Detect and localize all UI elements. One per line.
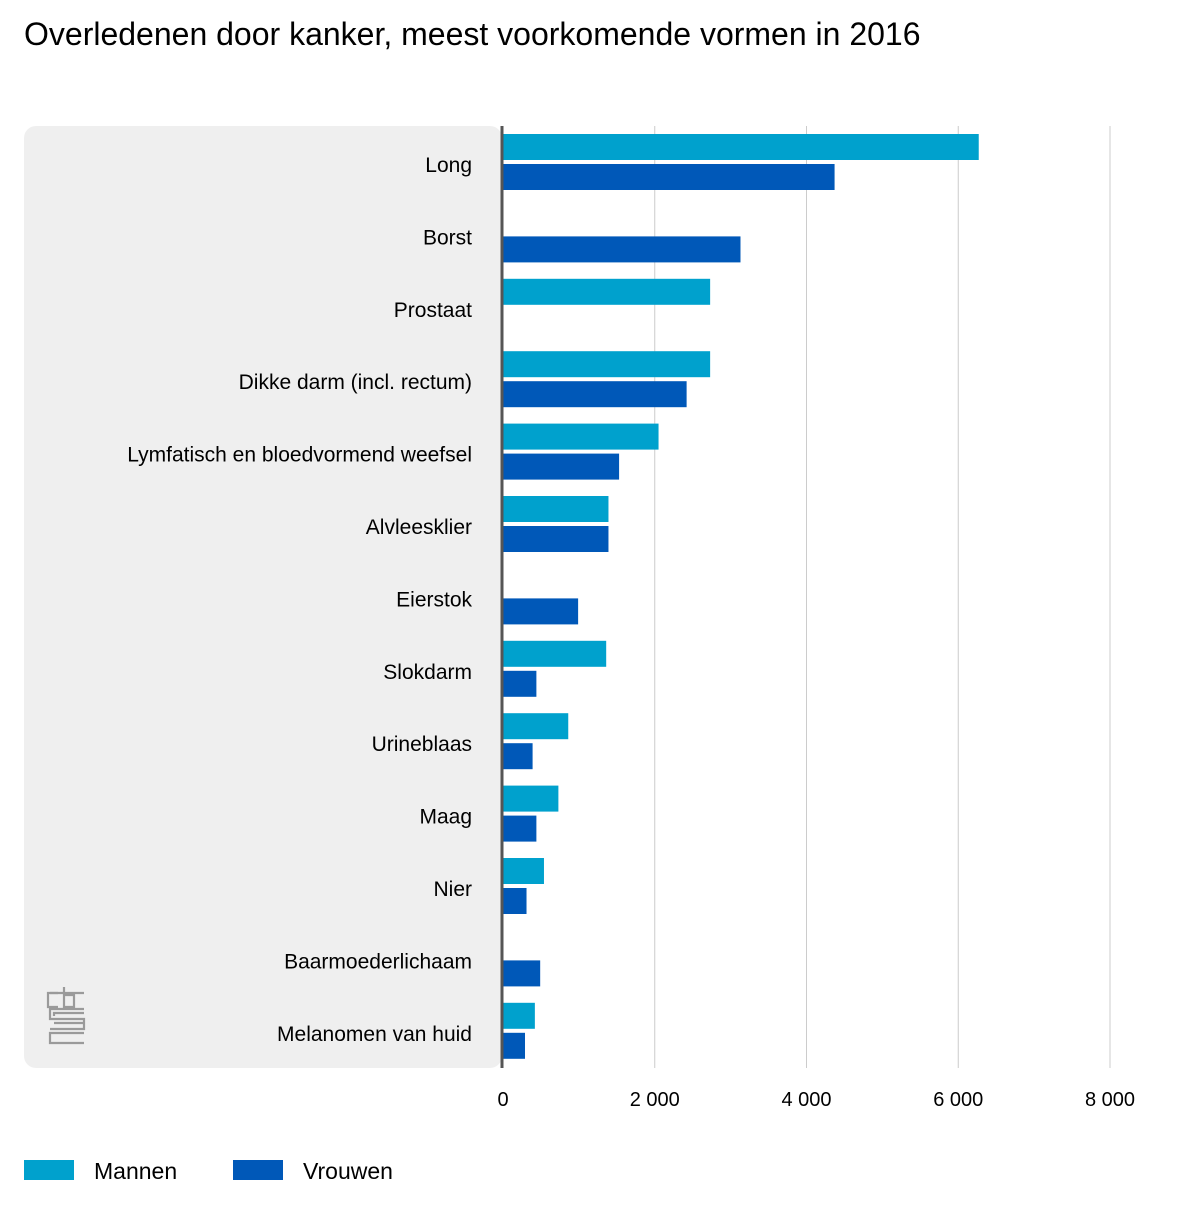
category-label: Long: [425, 154, 472, 177]
bar-vrouwen: [503, 526, 609, 552]
bar-vrouwen: [503, 164, 835, 190]
bar-vrouwen: [503, 453, 620, 480]
x-tick-label: 8 000: [1085, 1089, 1135, 1111]
bar-vrouwen: [503, 960, 541, 987]
category-label: Dikke darm (incl. rectum): [239, 371, 472, 394]
category-label: Prostaat: [394, 299, 472, 322]
bar-vrouwen: [503, 670, 537, 697]
bar-vrouwen: [503, 815, 537, 842]
bar-mannen: [503, 423, 659, 450]
bar-mannen: [503, 496, 609, 522]
bar-vrouwen: [503, 1032, 526, 1059]
bars: [503, 134, 979, 1059]
x-tick-label: 4 000: [781, 1089, 831, 1111]
bar-mannen: [503, 278, 711, 305]
category-label: Lymfatisch en bloedvormend weefsel: [127, 444, 472, 467]
category-label: Nier: [433, 878, 472, 901]
x-axis-tick-labels: 0 2 000 4 000 6 000 8 000: [497, 1089, 1135, 1111]
category-label: Baarmoederlichaam: [284, 950, 472, 973]
bar-vrouwen: [503, 381, 687, 408]
category-labels: Long Borst Prostaat Dikke darm (incl. rectu…: [127, 154, 472, 1046]
bar-mannen: [503, 351, 711, 378]
category-label: Maag: [419, 806, 472, 829]
category-label: Melanomen van huid: [277, 1023, 472, 1046]
x-tick-label: 6 000: [933, 1089, 983, 1111]
bar-vrouwen: [503, 598, 579, 625]
category-label: Eierstok: [396, 588, 472, 611]
bar-mannen: [503, 785, 559, 812]
category-label: Borst: [423, 226, 472, 249]
bar-vrouwen: [503, 236, 741, 263]
bar-mannen: [503, 640, 607, 667]
x-tick-label: 2 000: [630, 1089, 680, 1111]
cbs-logo: [46, 987, 86, 1045]
chart-title: Overledenen door kanker, meest voorkomen…: [24, 16, 921, 52]
legend: Mannen Vrouwen: [24, 1158, 393, 1184]
bar-mannen: [503, 1002, 535, 1029]
bar-mannen: [503, 134, 979, 160]
category-label: Slokdarm: [383, 661, 472, 684]
legend-swatch: [233, 1160, 283, 1180]
label-panel-background: [24, 126, 502, 1068]
bar-vrouwen: [503, 743, 533, 770]
category-label: Urineblaas: [372, 733, 472, 756]
category-label: Alvleesklier: [366, 516, 472, 539]
legend-label: Vrouwen: [303, 1158, 393, 1184]
legend-label: Mannen: [94, 1158, 177, 1184]
legend-swatch: [24, 1160, 74, 1180]
bar-mannen: [503, 858, 544, 884]
bar-mannen: [503, 713, 569, 740]
x-tick-label: 0: [497, 1089, 508, 1111]
gridlines: [654, 126, 1111, 1068]
bar-vrouwen: [503, 888, 527, 914]
